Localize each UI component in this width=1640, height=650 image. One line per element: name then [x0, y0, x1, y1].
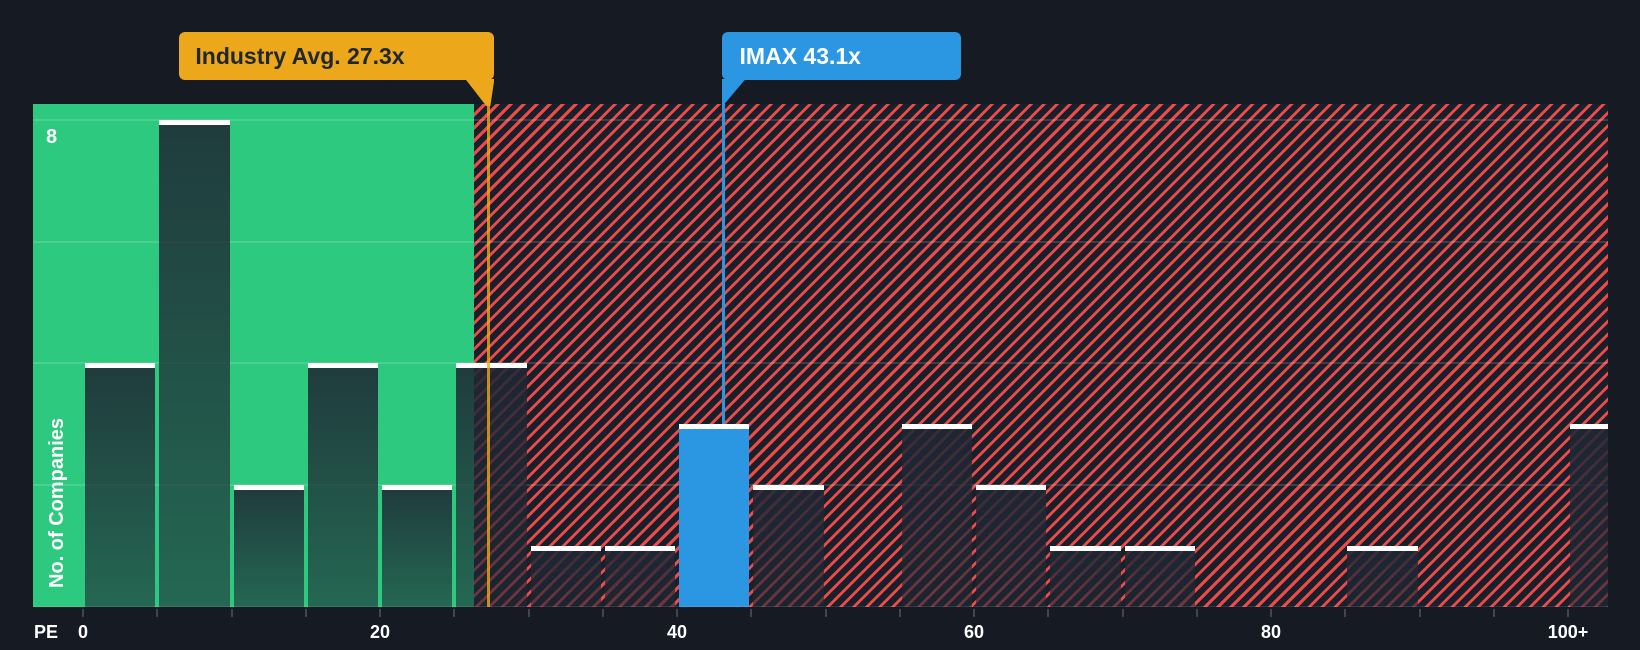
histogram-bar[interactable]	[530, 546, 601, 607]
x-tick-40	[676, 609, 678, 617]
histogram-bar[interactable]	[233, 485, 304, 607]
y-axis-title: No. of Companies	[46, 417, 68, 588]
x-axis-label-60: 60	[963, 622, 985, 642]
histogram-bar[interactable]	[456, 363, 527, 607]
x-tick-70	[1121, 609, 1124, 617]
x-tick-80	[1270, 609, 1272, 617]
histogram-bar[interactable]	[1570, 424, 1608, 607]
x-tick-100	[1567, 609, 1569, 617]
company-marker-line	[721, 80, 725, 425]
x-axis-label-80: 80	[1260, 622, 1282, 642]
x-axis-title: PE	[34, 622, 59, 642]
gridline-6	[33, 240, 1608, 243]
x-tick-0	[82, 609, 84, 617]
x-axis-label-100+: 100+	[1547, 622, 1589, 642]
x-tick-5	[156, 609, 159, 617]
histogram-bar[interactable]	[976, 485, 1047, 607]
x-tick-10	[230, 609, 233, 617]
x-tick-25	[453, 609, 456, 617]
x-tick-95	[1492, 609, 1495, 617]
x-tick-60	[973, 609, 975, 617]
histogram-bar[interactable]	[85, 363, 156, 607]
x-axis-label-0: 0	[77, 622, 88, 642]
company-tooltip-pointer	[721, 79, 746, 104]
x-tick-55	[898, 609, 901, 617]
histogram-bar[interactable]	[1124, 546, 1195, 607]
y-axis-max-label: 8	[46, 126, 58, 148]
histogram-bar[interactable]	[307, 363, 378, 607]
plot-area	[33, 104, 1608, 607]
x-tick-15	[304, 609, 307, 617]
x-axis-label-40: 40	[666, 622, 688, 642]
histogram-bar[interactable]	[604, 546, 675, 607]
x-tick-75	[1195, 609, 1198, 617]
industry-avg-tooltip-pointer	[465, 79, 495, 106]
histogram-bar[interactable]	[901, 424, 972, 607]
gridline-4	[33, 362, 1608, 365]
x-tick-85	[1344, 609, 1347, 617]
industry-avg-marker-line	[486, 80, 490, 607]
x-axis-line	[33, 606, 1608, 607]
histogram-bar[interactable]	[1050, 546, 1121, 607]
histogram-bar[interactable]	[1347, 546, 1418, 607]
histogram-bar[interactable]	[159, 119, 230, 607]
x-tick-35	[601, 609, 604, 617]
gridline-8	[33, 118, 1608, 121]
histogram-bar[interactable]	[753, 485, 824, 607]
industry-avg-tooltip: Industry Avg. 27.3x	[179, 32, 495, 80]
x-axis-label-20: 20	[369, 622, 391, 642]
company-tooltip: IMAX 43.1x	[721, 32, 961, 80]
x-tick-30	[527, 609, 530, 617]
histogram-bar[interactable]	[382, 485, 453, 607]
company-bar[interactable]	[679, 424, 750, 607]
x-tick-90	[1418, 609, 1421, 617]
x-tick-20	[379, 609, 381, 617]
x-tick-65	[1047, 609, 1050, 617]
x-tick-50	[824, 609, 827, 617]
x-tick-45	[750, 609, 753, 617]
